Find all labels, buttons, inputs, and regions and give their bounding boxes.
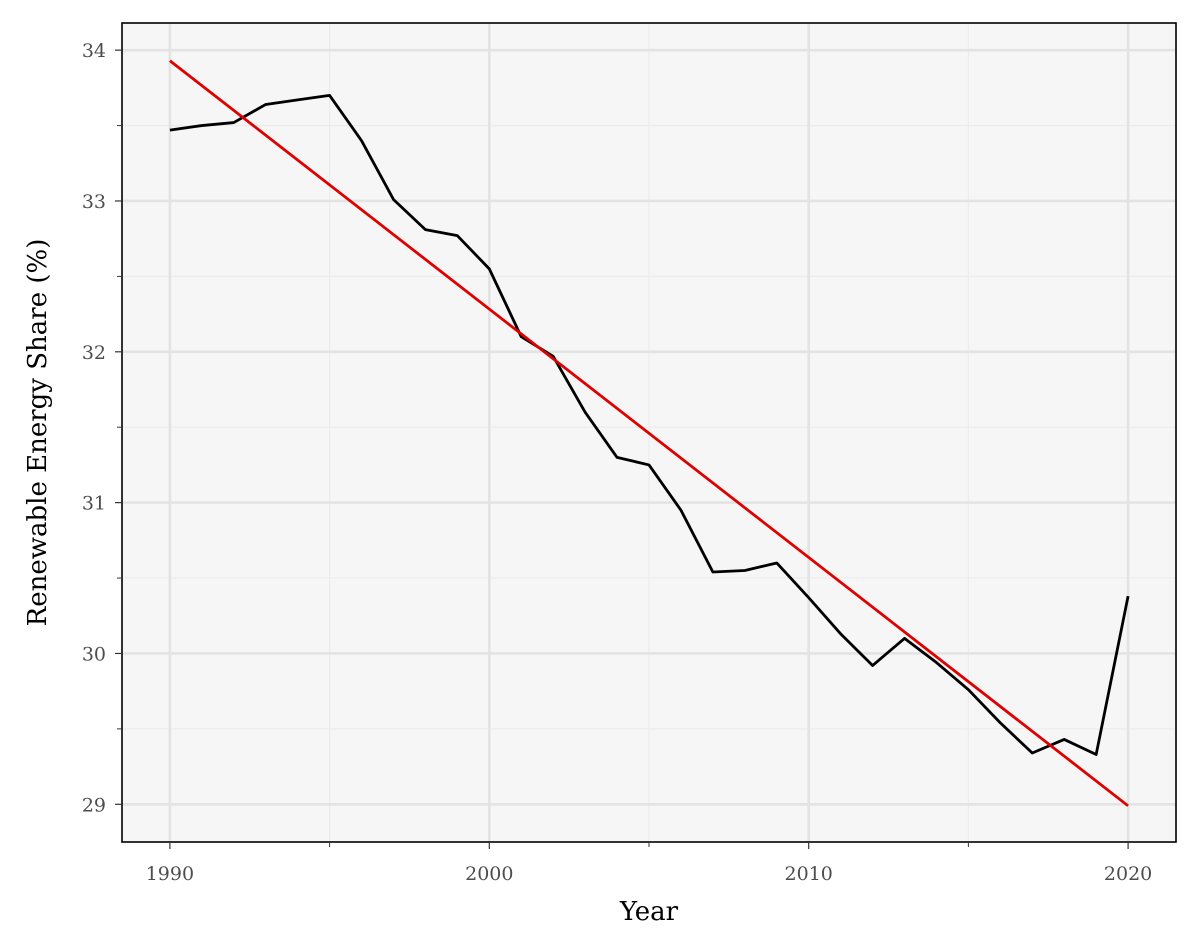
- x-tick-label: 1990: [146, 863, 194, 885]
- y-tick-label: 32: [82, 342, 106, 364]
- y-tick-label: 29: [82, 794, 106, 816]
- series-layer: [169, 59, 1130, 807]
- x-tick-label: 2010: [785, 863, 833, 885]
- x-axis-tick-labels: 1990 2000 2010 2020: [146, 863, 1153, 885]
- data-series-line: [169, 94, 1130, 756]
- y-tick-label: 34: [82, 40, 106, 62]
- x-axis-title: Year: [619, 897, 679, 927]
- y-tick-label: 33: [82, 191, 106, 213]
- y-axis-title: Renewable Energy Share (%): [23, 239, 53, 627]
- axis-ticks: [115, 49, 1129, 849]
- trend-line: [169, 59, 1129, 807]
- y-tick-label: 30: [82, 643, 106, 665]
- major-gridlines: [122, 23, 1176, 842]
- x-tick-label: 2020: [1104, 863, 1152, 885]
- y-axis-tick-labels: 29 30 31 32 33 34: [82, 40, 106, 816]
- x-tick-label: 2000: [465, 863, 513, 885]
- y-tick-label: 31: [82, 493, 106, 515]
